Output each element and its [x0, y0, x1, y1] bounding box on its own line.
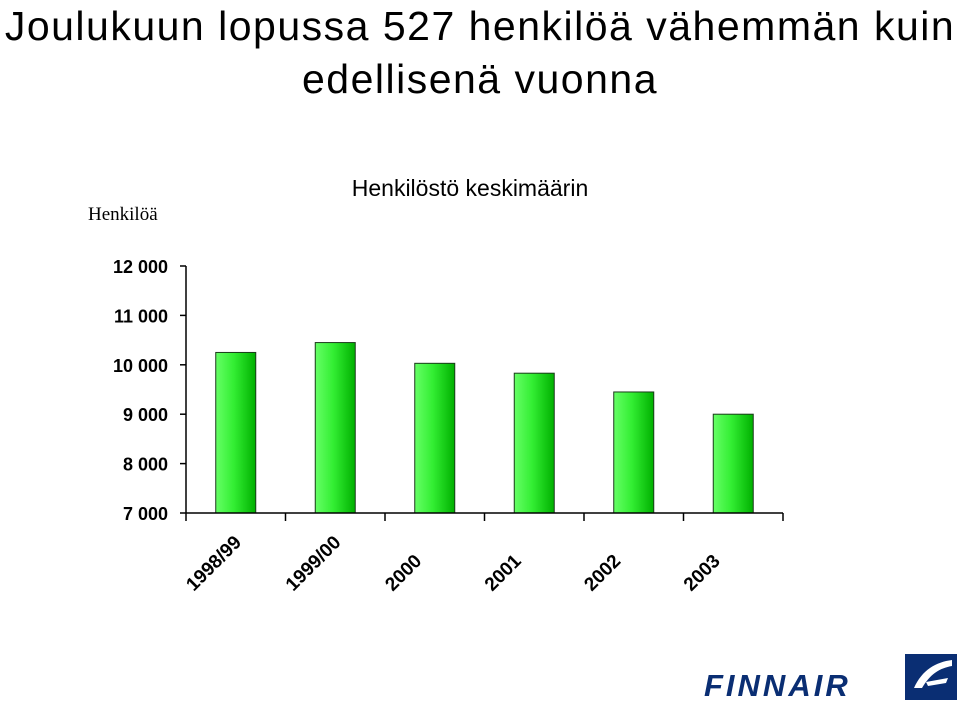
y-tick-label: 8 000 — [123, 455, 168, 475]
y-tick-label: 7 000 — [123, 504, 168, 524]
bar-1998/99 — [215, 351, 257, 514]
x-tick-label: 1998/99 — [182, 532, 245, 595]
finnair-logo-text: FINNAIR — [704, 668, 851, 703]
x-tick-label: 2003 — [680, 551, 725, 596]
finnair-logo-mark — [905, 654, 957, 700]
bar-2003 — [712, 413, 754, 514]
bar-1999/00 — [314, 342, 356, 514]
bar-2001 — [513, 372, 555, 514]
x-tick-label: 2001 — [481, 550, 526, 595]
bar-2000 — [414, 362, 456, 514]
chart-title: Henkilöstö keskimäärin — [351, 175, 589, 201]
y-axis-label: Henkilöä — [88, 204, 158, 225]
x-tick-label: 2000 — [381, 551, 426, 596]
page-headline: Joulukuun lopussa 527 henkilöä vähemmän … — [4, 3, 956, 102]
finnair-logo: FINNAIR — [704, 654, 957, 703]
x-tick-label: 1999/00 — [282, 532, 345, 595]
y-tick-label: 10 000 — [113, 356, 168, 376]
y-tick-label: 12 000 — [113, 257, 168, 277]
x-tick-label: 2002 — [580, 551, 625, 596]
y-tick-label: 9 000 — [123, 405, 168, 425]
y-tick-label: 11 000 — [114, 306, 168, 326]
bar-2002 — [613, 391, 655, 514]
